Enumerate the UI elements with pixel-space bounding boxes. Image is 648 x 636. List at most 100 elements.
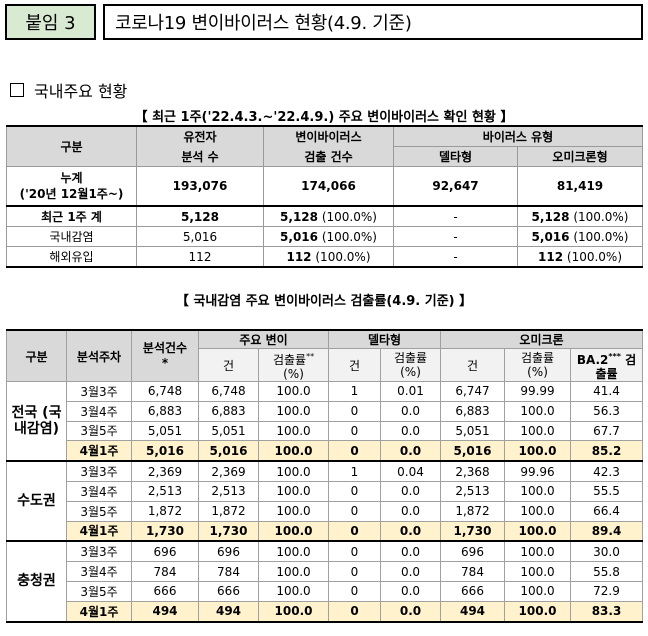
variant-count-value: 5,128 xyxy=(280,209,318,224)
omicron-rate: 100.0 xyxy=(504,580,571,602)
variant-count: 112 (100.0%) xyxy=(263,246,394,268)
week-cell: 3월5주 xyxy=(66,420,132,442)
variant-pct: (100.0%) xyxy=(315,249,371,264)
omicron-count: 784 xyxy=(440,561,505,582)
week-cell: 4월1주 xyxy=(66,520,132,543)
major-rate: 100.0 xyxy=(258,500,329,522)
ba2-rate: 67.7 xyxy=(569,420,644,442)
omicron-count: 1,872 xyxy=(440,500,505,522)
genome-count: 193,076 xyxy=(136,166,264,207)
header-rate-unit: (%) xyxy=(400,365,421,379)
table-row: 4월1주 494 494 100.0 0 0.0 494 100.0 83.3 xyxy=(7,600,644,623)
header-count: 건 xyxy=(328,348,381,382)
table-row: 전국 (국내감염) 3월3주 6,748 6,748 100.0 1 0.01 6,747 99… xyxy=(6,381,644,463)
attachment-label: 붙임 3 xyxy=(5,4,96,40)
week-cell: 4월1주 xyxy=(66,440,132,463)
header-major: 주요 변이 xyxy=(198,329,329,349)
header-virus-type: 바이러스 유형 xyxy=(392,125,644,147)
delta-rate: 0.04 xyxy=(380,460,441,482)
omicron-count-value: 5,128 xyxy=(531,209,570,224)
header-week: 분석주차 xyxy=(66,329,132,382)
omicron-count: 5,051 xyxy=(440,420,505,442)
major-rate: 100.0 xyxy=(258,561,329,582)
row-label-sub: ('20년 12월1주~) xyxy=(19,187,124,201)
table-row: 해외유입 112 112 (100.0%) - 112 (100.0%) xyxy=(6,246,644,268)
major-count: 666 xyxy=(198,580,259,602)
analyzed-count: 1,872 xyxy=(131,500,199,522)
week-cell: 3월5주 xyxy=(66,580,132,602)
section-title: 국내주요 현황 xyxy=(34,82,128,101)
week-cell: 3월4주 xyxy=(66,480,132,502)
delta-count: - xyxy=(393,246,518,268)
header-count: 건 xyxy=(198,348,259,382)
omicron-pct: (100.0%) xyxy=(573,209,629,224)
omicron-count: 112 (100.0%) xyxy=(516,246,644,268)
major-rate: 100.0 xyxy=(258,460,329,482)
header-rate: 검출률 (%) xyxy=(380,348,441,382)
table-row: 누계 ('20년 12월1주~) 193,076 174,066 92,647 … xyxy=(6,166,644,207)
variant-count: 5,128 (100.0%) xyxy=(263,205,394,227)
omicron-count: 2,368 xyxy=(440,460,505,482)
header-rate-unit: (%) xyxy=(283,366,304,381)
major-count: 6,748 xyxy=(198,381,259,402)
region-label: 수도권 xyxy=(6,460,67,543)
delta-count: 0 xyxy=(328,400,381,422)
omicron-rate: 100.0 xyxy=(504,500,571,522)
analyzed-count: 494 xyxy=(131,600,199,623)
ba2-rate: 56.3 xyxy=(569,400,644,422)
major-rate: 100.0 xyxy=(258,580,329,602)
week-cell: 3월3주 xyxy=(66,460,132,482)
region-label: 전국 (국내감염) xyxy=(6,381,67,463)
table-row: 충청권 3월3주 696 696 100.0 0 0.0 696 100.0 30.0 xyxy=(6,540,644,623)
variant-pct: (100.0%) xyxy=(321,229,377,244)
omicron-count: 2,513 xyxy=(440,480,505,502)
omicron-count: 666 xyxy=(440,580,505,602)
header-rate-unit: (%) xyxy=(527,365,548,379)
genome-count: 5,128 xyxy=(136,205,264,227)
ba2-rate: 89.4 xyxy=(569,520,644,543)
genome-count: 5,016 xyxy=(136,226,264,247)
omicron-rate: 99.96 xyxy=(504,460,571,482)
week-cell: 3월5주 xyxy=(66,500,132,522)
delta-rate: 0.0 xyxy=(380,420,441,442)
region-label: 충청권 xyxy=(6,540,67,623)
header-ba2-mark: *** xyxy=(608,351,621,361)
variant-count-value: 5,016 xyxy=(280,229,318,244)
header-variant-2: 검출 건수 xyxy=(263,146,394,167)
major-rate: 100.0 xyxy=(258,520,329,543)
delta-count: 92,647 xyxy=(393,166,518,207)
omicron-count: 494 xyxy=(440,600,505,623)
ba2-rate: 41.4 xyxy=(569,381,644,402)
analyzed-count: 666 xyxy=(131,580,199,602)
major-rate: 100.0 xyxy=(258,400,329,422)
row-label-main: 누계 xyxy=(60,171,83,185)
omicron-rate: 100.0 xyxy=(504,440,571,463)
major-rate: 100.0 xyxy=(258,600,329,623)
omicron-count-value: 5,016 xyxy=(531,229,570,244)
week-cell: 3월4주 xyxy=(66,400,132,422)
delta-rate: 0.0 xyxy=(380,540,441,563)
delta-count: 0 xyxy=(328,580,381,602)
major-rate: 100.0 xyxy=(258,381,329,402)
omicron-rate: 99.99 xyxy=(504,381,571,402)
week-cell: 3월4주 xyxy=(66,561,132,582)
table-row: 3월4주 2,513 2,513 100.0 0 0.0 2,513 100.0 55.5 xyxy=(7,480,644,502)
table-row: 3월5주 5,051 5,051 100.0 0 0.0 5,051 100.0 67.7 xyxy=(7,420,644,442)
header-analyzed-mark: * xyxy=(161,356,169,370)
omicron-count: 5,128 (100.0%) xyxy=(516,205,644,227)
page-title: 코로나19 변이바이러스 현황(4.9. 기준) xyxy=(103,4,643,40)
delta-rate: 0.0 xyxy=(380,580,441,602)
delta-rate: 0.0 xyxy=(380,600,441,623)
table-row: 3월5주 1,872 1,872 100.0 0 0.0 1,872 100.0 66.4 xyxy=(7,500,644,522)
delta-count: 0 xyxy=(328,600,381,623)
major-count: 5,016 xyxy=(198,440,259,463)
delta-count: 0 xyxy=(328,500,381,522)
analyzed-count: 696 xyxy=(131,540,199,563)
header-rate-text: 검출률 xyxy=(520,351,555,365)
delta-count: 0 xyxy=(328,440,381,463)
header-rate: 검출률** (%) xyxy=(258,348,329,382)
section-heading: 국내주요 현황 xyxy=(10,78,127,102)
row-label: 누계 ('20년 12월1주~) xyxy=(6,166,137,207)
variant-count-value: 112 xyxy=(286,249,312,264)
table-row: 최근 1주 계 5,128 5,128 (100.0%) - 5,128 (10… xyxy=(6,205,644,227)
